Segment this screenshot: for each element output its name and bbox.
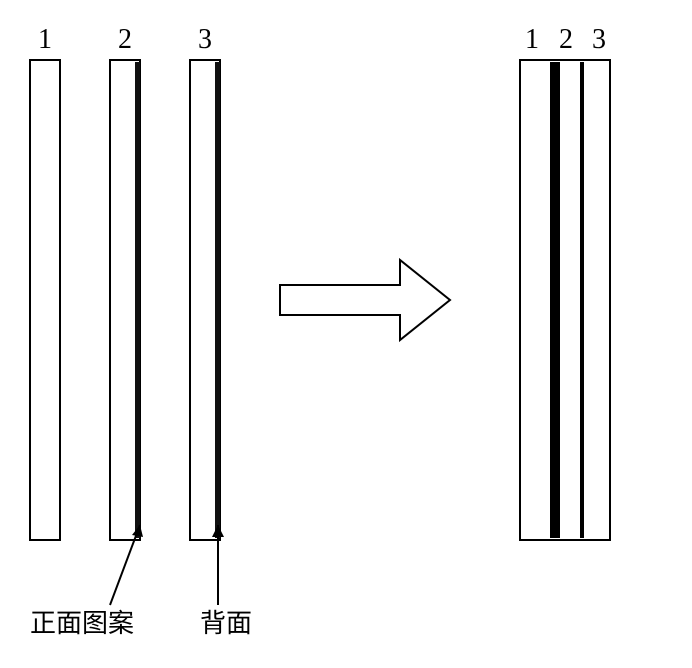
left-label-1: 1 xyxy=(38,24,52,55)
right-outline xyxy=(520,60,610,540)
right-interface-1 xyxy=(550,62,560,538)
right-label-1: 1 xyxy=(525,24,539,55)
right-label-2: 2 xyxy=(559,24,573,55)
right-label-3: 3 xyxy=(592,24,606,55)
right-laminate-group xyxy=(520,60,610,540)
left-label-3: 3 xyxy=(198,24,212,55)
left-layer-3-front-pattern xyxy=(215,62,220,538)
arrow-icon xyxy=(280,260,450,340)
callout-back: 背面 xyxy=(200,525,252,638)
left-layer-1 xyxy=(30,60,60,540)
callout-back-label: 背面 xyxy=(200,609,252,638)
callout-front-label: 正面图案 xyxy=(30,609,134,638)
left-layers-group xyxy=(30,60,220,540)
diagram-root: 1 2 3 1 2 3 正面图案 背面 xyxy=(0,0,692,668)
left-label-2: 2 xyxy=(118,24,132,55)
right-interface-2 xyxy=(580,62,584,538)
callout-front: 正面图案 xyxy=(30,525,143,638)
left-layer-2-front-pattern xyxy=(135,62,140,538)
